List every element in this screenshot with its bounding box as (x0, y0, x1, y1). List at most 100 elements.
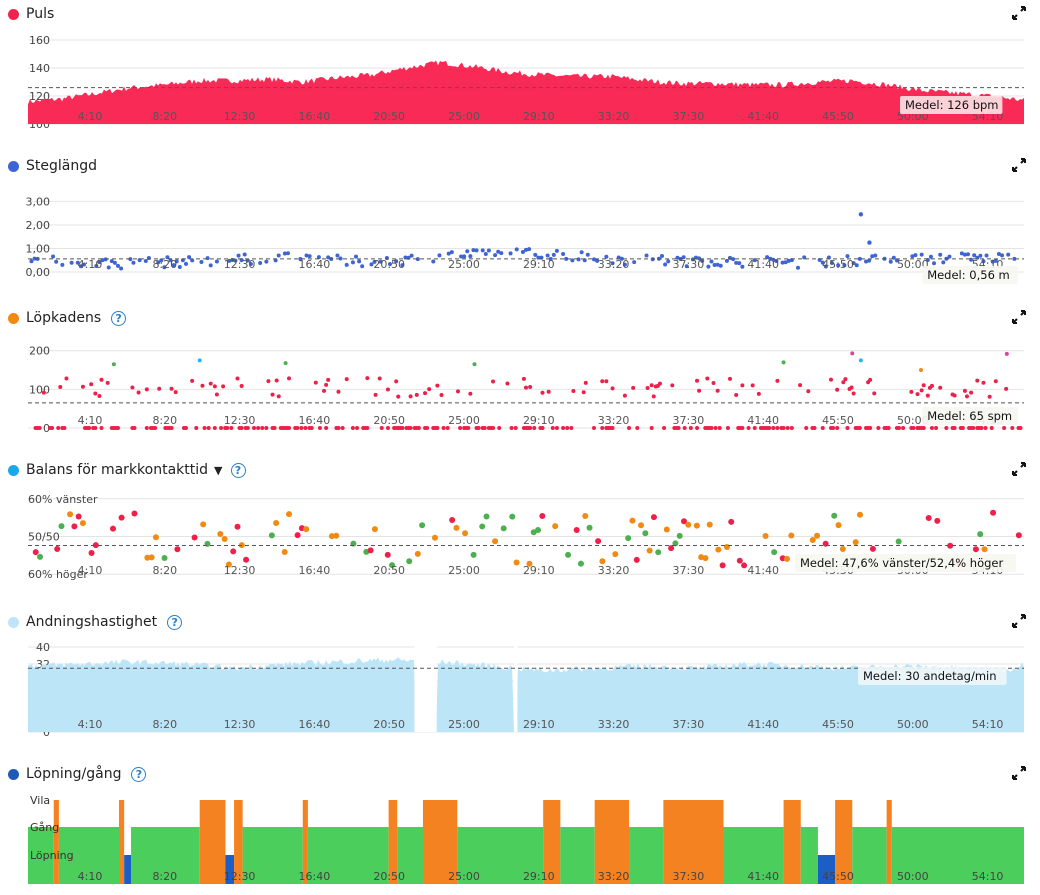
data-point (521, 376, 526, 381)
data-point (876, 426, 881, 430)
y-tick-label: 0 (43, 422, 50, 435)
segment-vila (199, 800, 226, 884)
help-icon[interactable]: ? (167, 614, 183, 630)
data-point (355, 426, 360, 430)
data-point (918, 368, 923, 373)
dropdown-caret-icon[interactable]: ▼ (214, 463, 223, 477)
x-tick-label: 12:30 (224, 870, 256, 883)
x-tick-label: 16:40 (299, 718, 331, 731)
expand-icon[interactable] (1012, 6, 1026, 20)
x-tick-label: 20:50 (373, 414, 405, 427)
data-point (539, 512, 546, 519)
data-point (169, 426, 174, 430)
data-point (592, 426, 597, 430)
chart-lopning-gang: Löpning/gång ? Vila Gång Löpning 4:10 8:20 12… (0, 760, 1040, 895)
data-point (604, 254, 609, 259)
data-point (638, 522, 645, 529)
data-point (581, 390, 586, 395)
data-point (99, 377, 104, 382)
data-point (491, 426, 496, 430)
data-point (672, 540, 679, 547)
data-point (919, 252, 924, 257)
data-point (685, 521, 692, 528)
data-point (32, 256, 37, 261)
y-tick-label: 160 (29, 34, 50, 47)
data-point (857, 511, 864, 518)
chart-header: Steglängd (8, 156, 97, 176)
mean-label: Medel: 0,56 m (927, 268, 1010, 282)
data-point (842, 263, 847, 268)
help-icon[interactable]: ? (230, 462, 246, 478)
x-tick-label: 41:40 (747, 564, 779, 577)
data-point (187, 255, 192, 260)
data-point (505, 381, 510, 386)
mean-label-box (858, 667, 1007, 685)
expand-icon[interactable] (1012, 462, 1026, 476)
segment-gång (307, 827, 389, 884)
chart-title: Löpkadens (26, 310, 102, 326)
data-point (200, 383, 205, 388)
data-point (437, 253, 442, 258)
data-point (750, 383, 755, 388)
data-point (295, 426, 300, 430)
data-point (41, 390, 46, 395)
data-point (245, 258, 250, 263)
chart-header: Löpkadens ? (8, 308, 127, 328)
data-point (767, 426, 772, 430)
data-point (929, 426, 934, 430)
data-point (191, 534, 198, 541)
data-point (734, 392, 739, 397)
data-point (599, 558, 606, 565)
help-icon[interactable]: ? (131, 766, 147, 782)
expand-icon[interactable] (1012, 614, 1026, 628)
x-tick-label: 20:50 (373, 110, 405, 123)
data-point (89, 382, 94, 387)
data-point (465, 249, 470, 254)
expand-icon[interactable] (1012, 158, 1026, 172)
data-point (649, 426, 654, 430)
data-point (989, 426, 994, 430)
data-point (274, 378, 279, 383)
x-tick-label: 25:00 (448, 564, 480, 577)
data-point (582, 512, 589, 519)
data-point (663, 526, 670, 533)
data-point (780, 260, 785, 265)
data-point (205, 256, 210, 261)
x-tick-label: 45:50 (822, 414, 854, 427)
data-point (268, 532, 275, 539)
data-point (260, 426, 265, 430)
data-point (200, 521, 207, 528)
x-tick-label: 37:30 (673, 414, 705, 427)
x-tick-label: 54:10 (972, 870, 1004, 883)
chart-title: Balans för markkontakttid (26, 462, 209, 478)
data-point (786, 258, 791, 263)
data-point (58, 523, 65, 530)
data-point (144, 387, 149, 392)
data-point (812, 426, 817, 430)
data-point (896, 426, 901, 430)
chart-header: Andningshastighet ? (8, 612, 183, 632)
data-point (233, 258, 238, 263)
x-tick-label: 4:10 (78, 110, 103, 123)
segment-vila (663, 800, 724, 884)
x-tick-label: 8:20 (152, 258, 177, 271)
x-tick-label: 54:10 (972, 718, 1004, 731)
data-point (888, 259, 893, 264)
data-point (765, 255, 770, 260)
data-point (934, 517, 941, 524)
data-point (987, 394, 992, 399)
data-point (479, 523, 486, 530)
data-point (612, 551, 619, 558)
x-tick-label: 20:50 (373, 258, 405, 271)
data-point (548, 256, 553, 261)
x-tick-label: 33:20 (598, 414, 630, 427)
data-point (162, 265, 167, 270)
data-point (230, 548, 237, 555)
data-point (746, 426, 751, 430)
expand-icon[interactable] (1012, 766, 1026, 780)
help-icon[interactable]: ? (111, 310, 127, 326)
data-point (870, 254, 875, 259)
data-point (781, 426, 786, 430)
expand-icon[interactable] (1012, 310, 1026, 324)
data-point (629, 517, 636, 524)
